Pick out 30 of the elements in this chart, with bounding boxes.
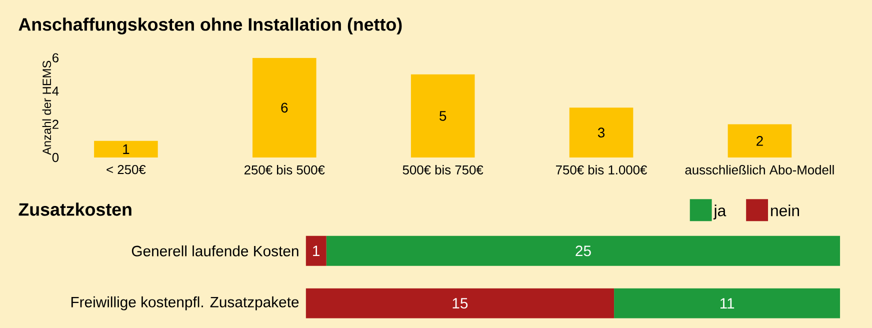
text: Zusatzkosten (18, 202, 132, 216)
x-tick-label: 750€ bis 1.000€ (556, 165, 648, 174)
data-label: 6 (281, 102, 288, 113)
bar (728, 124, 792, 158)
data-label: 11 (720, 298, 734, 308)
legend-label: ja (713, 204, 726, 220)
data-label: 2 (756, 136, 763, 146)
y-tick-label: Generell laufende Kosten (132, 245, 298, 256)
y-tick-label: Freiwillige kostenpfl. Zusatzpakete (71, 296, 299, 310)
bar (94, 140, 158, 158)
legend-label: nein (771, 204, 799, 216)
y-tick-label: 0 (52, 152, 59, 162)
bar (410, 74, 475, 158)
data-label: 25 (576, 246, 591, 256)
y-axis-title: Anzahl der HEMS (42, 60, 52, 156)
x-tick-label: 250€ bis 500€ (244, 165, 325, 174)
x-tick-label: < 250€ (106, 165, 146, 174)
data-label: 5 (440, 111, 446, 121)
chart-title: Anschaffungskosten ohne Installation (netto) (18, 18, 402, 34)
data-label: 1 (313, 246, 320, 256)
x-tick-label: ausschließlich Abo-Modell (685, 165, 834, 174)
y-tick-label: 4 (52, 86, 59, 96)
data-label: 3 (598, 128, 605, 138)
y-tick-label: 6 (52, 53, 59, 62)
bar (252, 58, 316, 158)
y-tick-label: 2 (52, 120, 58, 129)
x-tick-label: 500€ bis 750€ (402, 165, 484, 174)
data-label: 1 (123, 144, 130, 154)
data-label: 15 (452, 298, 468, 309)
bar (569, 108, 634, 158)
